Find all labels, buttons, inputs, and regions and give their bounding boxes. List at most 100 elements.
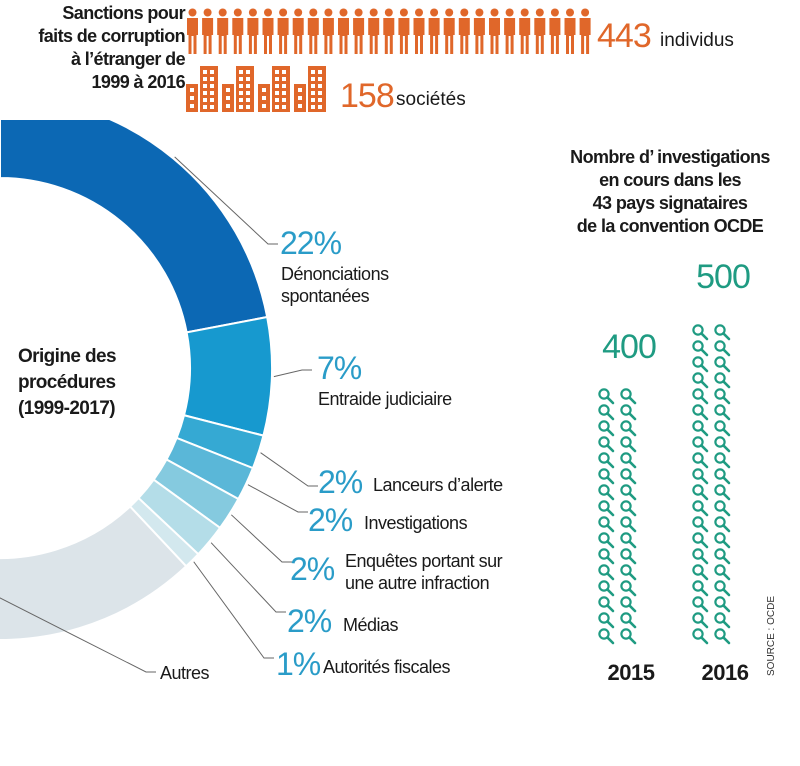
magnifier-icon xyxy=(692,500,709,517)
magnifier-icon xyxy=(714,500,731,517)
person-icon xyxy=(398,8,410,54)
magnifier-icon xyxy=(598,548,615,565)
magnifier-icon xyxy=(692,324,709,341)
slice-name-line: spontanées xyxy=(281,286,370,306)
magnifier-icon xyxy=(714,548,731,565)
category-label: 2016 xyxy=(701,660,749,685)
magnifier-icon xyxy=(692,628,709,645)
person-icon xyxy=(534,8,546,54)
magnifier-icon xyxy=(620,596,637,613)
person-icon xyxy=(368,8,380,54)
bar-value-label: 500 xyxy=(696,258,751,296)
bar-value-label: 400 xyxy=(602,328,657,366)
magnifier-icon xyxy=(714,596,731,613)
magnifier-icon xyxy=(620,468,637,485)
sanctions-title: Sanctions pour faits de corruption à l’é… xyxy=(0,2,185,94)
magnifier-icon xyxy=(714,612,731,629)
person-icon xyxy=(504,8,516,54)
slice-name-label: Enquêtes portant sur une autre infractio… xyxy=(345,550,503,594)
sanctions-title-line: à l’étranger de xyxy=(70,49,186,69)
magnifier-icon xyxy=(598,612,615,629)
magnifier-icon xyxy=(598,532,615,549)
magnifier-icon xyxy=(714,372,731,389)
person-icon xyxy=(413,8,425,54)
building-icon-row xyxy=(186,66,326,112)
investigations-title-line: Nombre d’ investigations xyxy=(570,147,770,167)
investigations-title-line: de la convention OCDE xyxy=(576,216,764,236)
individuals-label: individus xyxy=(660,30,734,51)
slice-pct-label: 2% xyxy=(318,464,363,500)
magnifier-icon xyxy=(692,580,709,597)
slice-pct-label: 22% xyxy=(280,225,342,261)
person-icon xyxy=(217,8,229,54)
magnifier-icon xyxy=(692,596,709,613)
magnifier-icon xyxy=(620,612,637,629)
magnifier-icon xyxy=(598,452,615,469)
people-icon-row xyxy=(187,8,591,54)
leader-line xyxy=(174,156,278,245)
slice-name-label: Autorités fiscales xyxy=(323,657,451,677)
magnifier-icon xyxy=(714,516,731,533)
building-icon xyxy=(222,66,254,112)
magnifier-icon xyxy=(692,388,709,405)
slice-name-label: Lanceurs d’alerte xyxy=(373,475,503,495)
sanctions-title-line: faits de corruption xyxy=(38,26,185,46)
sanctions-title-line: Sanctions pour xyxy=(62,3,185,23)
investigations-title-line: 43 pays signataires xyxy=(592,193,748,213)
category-label: 2015 xyxy=(607,660,655,685)
origin-donut-chart xyxy=(0,120,318,673)
companies-label: sociétés xyxy=(396,89,466,110)
building-icon xyxy=(186,66,218,112)
person-icon xyxy=(292,8,304,54)
magnifier-icon xyxy=(692,532,709,549)
magnifier-icon xyxy=(714,628,731,645)
person-icon xyxy=(338,8,349,54)
magnifier-icon xyxy=(598,484,615,501)
magnifier-icon xyxy=(598,628,615,645)
person-icon xyxy=(443,8,455,54)
slice-pct-label: 1% xyxy=(276,646,321,682)
magnifier-icon xyxy=(598,388,615,405)
magnifier-icon xyxy=(598,580,615,597)
magnifier-icon xyxy=(692,452,709,469)
magnifier-icon xyxy=(714,404,731,421)
leader-line xyxy=(193,561,274,659)
slice-name-label: Dénonciations spontanées xyxy=(281,263,389,307)
magnifier-icon xyxy=(620,452,637,469)
leader-line xyxy=(231,514,292,563)
magnifier-icon xyxy=(620,484,637,501)
magnifier-icon xyxy=(714,468,731,485)
magnifier-icon xyxy=(714,420,731,437)
person-icon xyxy=(519,8,531,54)
magnifier-icon xyxy=(620,404,637,421)
slice-pct-label: 2% xyxy=(308,502,353,538)
person-icon xyxy=(277,8,289,54)
person-icon xyxy=(307,8,319,54)
person-icon xyxy=(187,8,198,54)
magnifier-icon xyxy=(620,548,637,565)
person-icon xyxy=(428,8,440,54)
magnifier-icon xyxy=(692,372,709,389)
magnifier-icon xyxy=(620,580,637,597)
magnifier-icon xyxy=(692,548,709,565)
person-icon xyxy=(473,8,485,54)
donut-title-line: (1999-2017) xyxy=(18,398,116,419)
donut-slice xyxy=(0,120,188,641)
slice-name-line: Dénonciations xyxy=(281,264,389,284)
donut-title: Origine des procédures (1999-2017) xyxy=(18,344,158,422)
magnifier-icon xyxy=(598,596,615,613)
slice-name-label: Autres xyxy=(160,663,210,683)
person-icon xyxy=(322,8,334,54)
magnifier-icon xyxy=(620,532,637,549)
person-icon xyxy=(489,8,500,54)
magnifier-icon xyxy=(620,420,637,437)
magnifier-icon xyxy=(620,436,637,453)
person-icon xyxy=(383,8,395,54)
slice-name-label: Entraide judiciaire xyxy=(318,389,452,409)
magnifier-icon xyxy=(598,516,615,533)
magnifier-icon xyxy=(692,404,709,421)
slice-pct-label: 7% xyxy=(317,350,362,386)
person-icon xyxy=(262,8,274,54)
leader-line xyxy=(0,597,156,673)
magnifier-icon xyxy=(598,436,615,453)
